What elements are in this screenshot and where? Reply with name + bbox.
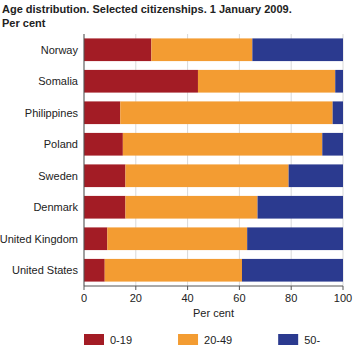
bar-segment <box>84 227 107 250</box>
tick-label: 80 <box>285 292 297 304</box>
tick <box>239 286 240 290</box>
tick-label: 60 <box>233 292 245 304</box>
bar-segment <box>247 227 343 250</box>
legend-swatch <box>84 334 104 345</box>
bar-segment <box>84 133 123 156</box>
category-label: Poland <box>44 138 78 150</box>
tick-label: 40 <box>181 292 193 304</box>
category-label: Philippines <box>25 107 79 119</box>
bar-segment <box>123 133 322 156</box>
category-label: Denmark <box>33 201 78 213</box>
tick <box>84 286 85 290</box>
bar-segment <box>242 259 343 282</box>
bar-segment <box>107 227 247 250</box>
bar-segment <box>84 164 125 187</box>
grid-line <box>84 34 85 286</box>
bar-segment <box>333 101 343 124</box>
bar-segment <box>289 164 343 187</box>
bar-segment <box>151 38 252 61</box>
bar-segment <box>335 70 343 93</box>
legend-swatch <box>278 334 298 345</box>
legend-label: 50- <box>304 334 320 346</box>
bar-segment <box>125 164 288 187</box>
legend-label: 0-19 <box>110 334 132 346</box>
category-label: Norway <box>41 44 79 56</box>
bar-segment <box>84 259 105 282</box>
bar-segment <box>84 38 151 61</box>
category-label: United States <box>12 264 79 276</box>
bar-segment <box>105 259 242 282</box>
bar-segment <box>252 38 343 61</box>
bar-segment <box>322 133 343 156</box>
bar-segment <box>84 196 125 219</box>
category-label: United Kingdom <box>0 233 78 245</box>
legend-label: 20-49 <box>204 334 232 346</box>
bars <box>84 38 343 281</box>
bar-segment <box>198 70 335 93</box>
x-axis <box>84 286 343 287</box>
tick-label: 20 <box>130 292 142 304</box>
bar-segment <box>258 196 343 219</box>
bar-segment <box>84 101 120 124</box>
bar-segment <box>84 70 198 93</box>
tick-label: 100 <box>334 292 352 304</box>
subtitle: Per cent <box>2 17 46 29</box>
bar-segment <box>125 196 257 219</box>
axis-label: Per cent <box>193 307 234 319</box>
y-axis <box>84 34 85 286</box>
tick <box>187 286 188 290</box>
tick <box>291 286 292 290</box>
tick <box>135 286 136 290</box>
bar-segment <box>120 101 332 124</box>
chart: Age distribution. Selected citizenships.… <box>0 0 363 356</box>
title: Age distribution. Selected citizenships.… <box>2 3 292 15</box>
category-label: Sweden <box>38 170 78 182</box>
category-label: Somalia <box>38 75 79 87</box>
tick-label: 0 <box>81 292 87 304</box>
legend-swatch <box>178 334 198 345</box>
tick <box>343 286 344 290</box>
